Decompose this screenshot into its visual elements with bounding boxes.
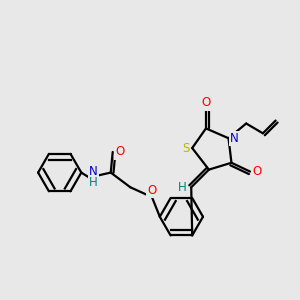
Text: O: O bbox=[115, 146, 124, 158]
Text: H: H bbox=[89, 176, 98, 189]
Text: H: H bbox=[178, 181, 187, 194]
Text: O: O bbox=[252, 165, 262, 178]
Text: O: O bbox=[201, 96, 211, 110]
Text: O: O bbox=[147, 184, 157, 197]
Text: N: N bbox=[230, 132, 239, 145]
Text: S: S bbox=[183, 142, 190, 154]
Text: N: N bbox=[89, 165, 98, 178]
